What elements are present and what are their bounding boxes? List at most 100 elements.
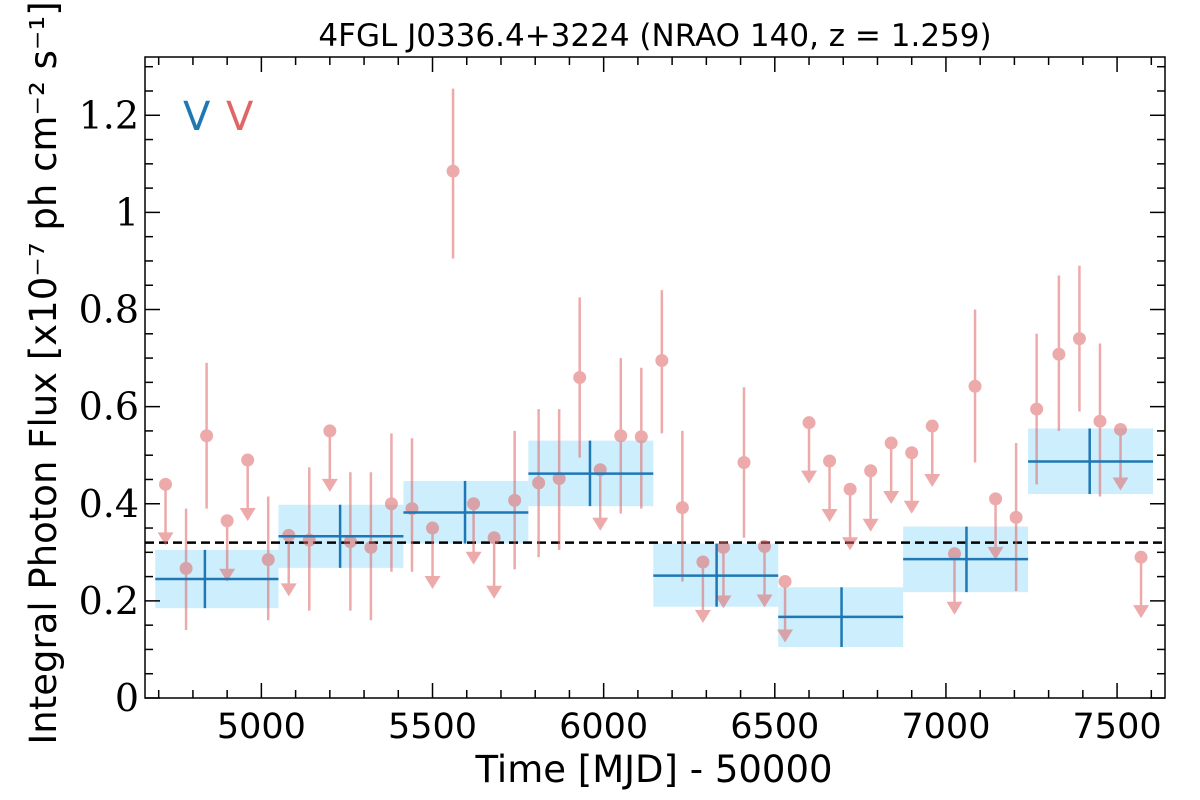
y-axis-label: Integral Photon Flux [x10⁻⁷ ph cm⁻² s⁻¹] [22,1,65,744]
upper-limit-arrow [280,583,297,597]
upper-limit-arrow [424,576,441,590]
monthly-point [987,492,1004,560]
monthly-point [694,555,711,624]
upper-limit-arrow [592,517,609,531]
monthly-marker [487,531,501,545]
legend-entry-monthly: V [226,94,254,140]
monthly-point [1030,333,1044,485]
monthly-marker [823,454,837,468]
monthly-marker [864,464,878,478]
upper-limit-arrow [946,601,963,615]
monthly-marker [655,354,669,368]
upper-limit-arrow [715,595,732,609]
monthly-marker [384,497,398,511]
monthly-marker [843,482,857,496]
monthly-point [842,482,859,551]
monthly-marker [508,493,522,507]
upper-limit-arrow [842,537,859,551]
upper-limit-arrow [756,594,773,608]
monthly-point [946,547,963,615]
upper-limit-arrow [239,508,256,522]
x-tick-label: 5500 [388,707,477,747]
monthly-marker [179,561,193,575]
monthly-marker [989,492,1003,506]
binned-point [155,549,279,609]
monthly-marker [925,419,939,433]
x-tick-label: 7000 [901,707,990,747]
monthly-point [737,387,751,538]
monthly-point [157,477,174,546]
monthly-point [446,88,460,259]
axes: 5000 5500 6000 6500 7000 7500 0 0.2 0.4 0.6 0.8 1 1.… [79,56,1166,747]
monthly-marker [200,429,214,443]
monthly-point [924,419,941,488]
binned-point [528,440,654,507]
y-tick-label: 0.4 [79,482,139,526]
upper-limit-arrow [801,470,818,484]
monthly-point [219,514,236,582]
monthly-marker [1009,510,1023,524]
binned-point [403,480,529,544]
upper-limit-arrow [903,500,920,514]
monthly-point [321,424,338,492]
monthly-point [1009,443,1023,592]
legend-entry-binned: V [183,94,211,140]
binned-point [903,526,1029,593]
monthly-point [302,467,316,611]
monthly-marker [716,540,730,554]
x-tick-label: 6500 [730,707,819,747]
plot-frame [144,56,1166,699]
monthly-marker [241,453,255,467]
monthly-marker [614,429,628,443]
binned-point [278,504,404,568]
monthly-point [903,446,920,514]
upper-limit-arrow [862,518,879,532]
monthly-marker [467,497,481,511]
monthly-point [777,574,794,643]
monthly-point [200,362,214,509]
monthly-point [821,454,838,523]
monthly-point [1072,265,1086,412]
monthly-point [1093,343,1107,497]
monthly-point [968,309,982,463]
monthly-marker [1072,332,1086,346]
upper-limit-arrow [883,491,900,505]
binned-point [653,543,779,607]
monthly-point [343,472,357,611]
y-tick-label: 0.6 [79,385,139,429]
upper-limit-arrow [987,546,1004,560]
legend: V V [183,94,254,140]
chart-title: 4FGL J0336.4+3224 (NRAO 140, z = 1.259) [318,18,991,54]
monthly-marker [364,540,378,554]
monthly-point [756,539,773,608]
monthly-marker [261,553,275,567]
monthly-point [552,409,566,550]
monthly-point [261,496,275,621]
monthly-point [634,367,648,509]
monthly-marker [696,555,710,569]
monthly-marker [446,164,460,178]
monthly-marker [159,477,173,491]
monthly-point [614,358,628,514]
upper-limit-arrow [157,532,174,546]
upper-limit-arrow [1133,605,1150,619]
upper-limit-arrow [486,585,503,599]
monthly-marker [758,539,772,553]
monthly-marker [1052,347,1066,361]
upper-limit-arrow [821,509,838,523]
upper-limit-arrow [1112,477,1129,491]
monthly-marker [675,501,689,515]
monthly-marker [532,476,546,490]
monthly-point [655,290,669,434]
monthly-marker [426,521,440,535]
monthly-marker [968,379,982,393]
monthly-marker [323,424,337,438]
monthly-point [384,433,398,572]
monthly-point [239,453,256,522]
y-tick-label: 1.2 [79,93,139,137]
x-axis-label: Time [MJD] - 50000 [474,748,832,791]
y-tick-label: 0.2 [79,579,139,623]
x-tick-label: 6000 [559,707,648,747]
upper-limit-arrow [777,629,794,643]
